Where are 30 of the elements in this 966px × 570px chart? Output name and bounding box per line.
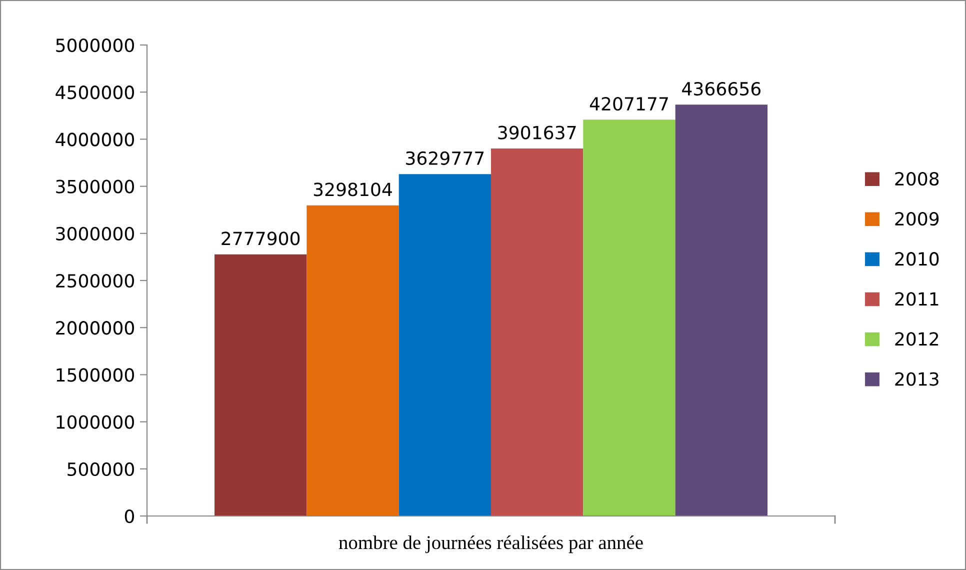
bar	[214, 254, 307, 516]
y-tick-label: 4500000	[56, 86, 134, 100]
legend-label: 2008	[895, 172, 939, 186]
y-tick-label: 5000000	[56, 38, 134, 52]
legend-label: 2011	[895, 292, 938, 306]
y-tick-label: 500000	[68, 462, 134, 476]
bar	[675, 104, 768, 516]
legend-label: 2010	[895, 252, 939, 266]
y-tick-label: 1500000	[56, 368, 134, 382]
y-tick-label: 1000000	[56, 415, 134, 429]
y-tick-label: 3000000	[56, 226, 134, 241]
y-tick-label: 4000000	[56, 132, 134, 146]
bar	[306, 205, 399, 516]
data-label: 4207177	[590, 96, 668, 111]
bar	[491, 148, 584, 516]
data-label: 3629777	[406, 151, 484, 166]
legend-label: 2009	[895, 212, 939, 226]
y-tick-label: 2500000	[56, 274, 134, 288]
data-label: 3298104	[314, 182, 392, 196]
data-label: 4366656	[682, 82, 760, 96]
y-tick-label: 2000000	[56, 321, 134, 335]
legend-label: 2013	[895, 372, 938, 386]
data-label: 2777900	[222, 232, 300, 246]
y-tick-label: 3500000	[56, 180, 134, 194]
x-tick-label: nombre de journées réalisées par année	[338, 535, 643, 554]
y-tick-label: 0	[124, 509, 134, 524]
bar	[398, 174, 491, 516]
legend-label: 2012	[895, 332, 938, 346]
data-label: 3901637	[498, 126, 576, 140]
bar	[583, 120, 676, 516]
